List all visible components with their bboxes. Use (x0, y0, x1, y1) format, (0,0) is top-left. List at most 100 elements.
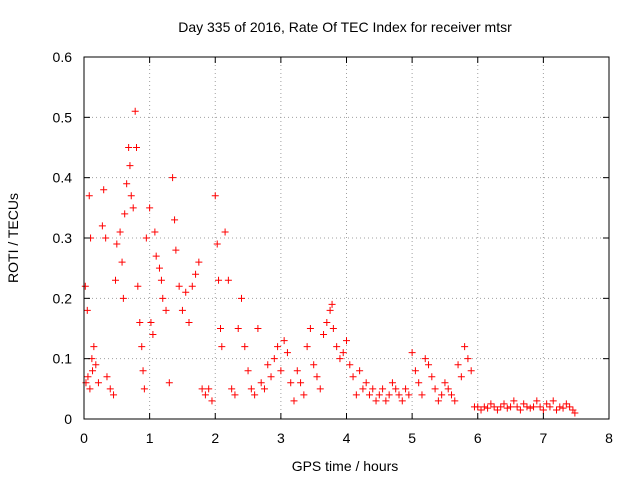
data-point (457, 373, 465, 381)
x-tick-label: 2 (211, 430, 219, 446)
data-point (530, 403, 538, 411)
data-point (303, 343, 311, 351)
data-point (497, 403, 505, 411)
data-point (480, 403, 488, 411)
data-point (198, 385, 206, 393)
data-point (441, 379, 449, 387)
data-point (333, 343, 341, 351)
y-tick-label: 0.4 (53, 170, 73, 186)
data-point (346, 361, 354, 369)
data-point (192, 270, 200, 278)
data-point (146, 204, 154, 212)
x-tick-label: 0 (80, 430, 88, 446)
data-point (431, 385, 439, 393)
data-point (553, 406, 560, 414)
data-point (507, 403, 515, 411)
data-point (339, 349, 347, 357)
x-tick-label: 7 (539, 430, 547, 446)
data-point (477, 406, 485, 414)
data-point (352, 391, 360, 399)
data-point (208, 397, 216, 405)
data-point (493, 406, 501, 414)
data-point (454, 361, 462, 369)
data-point (152, 252, 160, 260)
data-point (175, 282, 183, 290)
data-point (375, 391, 383, 399)
data-point (359, 385, 367, 393)
data-point (484, 404, 492, 412)
data-point (81, 282, 89, 290)
chart-title: Day 335 of 2016, Rate Of TEC Index for r… (178, 19, 512, 35)
data-point (215, 276, 223, 284)
data-point (421, 355, 429, 363)
data-point (118, 258, 126, 266)
data-point (112, 276, 119, 284)
data-point (244, 367, 252, 375)
data-point (264, 361, 272, 369)
data-point (559, 404, 567, 412)
data-point (402, 385, 410, 393)
data-point (126, 162, 134, 170)
data-point (438, 391, 446, 399)
data-point (326, 306, 334, 314)
data-point (110, 391, 118, 399)
data-point (297, 379, 305, 387)
y-tick-label: 0.1 (53, 351, 73, 367)
data-point (147, 318, 155, 326)
x-tick-label: 1 (146, 430, 154, 446)
data-point (205, 385, 213, 393)
data-point (503, 404, 511, 412)
data-point (231, 391, 239, 399)
data-point (362, 379, 370, 387)
axes: 0 1 2 3 4 5 6 7 8 0 0.1 0.2 0.3 0.4 0.5 0.6 (53, 49, 614, 446)
data-point (234, 325, 242, 332)
data-point (536, 403, 544, 411)
data-point (217, 325, 224, 332)
data-point (461, 343, 469, 351)
data-point (218, 343, 226, 351)
data-point (464, 355, 472, 363)
data-point (274, 343, 282, 351)
data-point (238, 294, 245, 302)
data-point (306, 325, 314, 332)
data-point (343, 337, 350, 345)
data-point (270, 355, 278, 363)
data-point (539, 406, 547, 414)
data-point (221, 228, 229, 236)
grid (84, 57, 609, 419)
data-point (136, 318, 144, 326)
data-point (211, 192, 219, 200)
data-point (138, 343, 146, 351)
data-point (543, 400, 551, 408)
x-tick-label: 3 (277, 430, 285, 446)
data-point (451, 397, 459, 405)
data-point (444, 385, 452, 393)
data-point (408, 349, 416, 357)
x-tick-label: 6 (474, 430, 482, 446)
data-point (329, 325, 337, 332)
data-point (103, 373, 111, 381)
data-point (119, 294, 127, 302)
data-point (140, 385, 148, 393)
data-point (185, 318, 193, 326)
data-point (546, 403, 554, 411)
data-point (388, 379, 396, 387)
data-point (500, 400, 508, 408)
data-point (133, 144, 140, 151)
data-point (162, 306, 170, 314)
data-point (474, 403, 482, 411)
data-point (165, 379, 173, 387)
data-point (92, 361, 100, 369)
data-point (526, 404, 534, 412)
data-point (336, 355, 344, 363)
y-axis-label: ROTI / TECUs (5, 193, 21, 283)
data-point (313, 373, 321, 381)
data-point (213, 240, 221, 248)
data-point (549, 397, 557, 405)
data-point (139, 367, 147, 375)
data-point (86, 385, 94, 393)
data-point (247, 385, 255, 393)
data-point (516, 406, 524, 414)
data-point (365, 391, 373, 399)
data-point (287, 379, 295, 387)
